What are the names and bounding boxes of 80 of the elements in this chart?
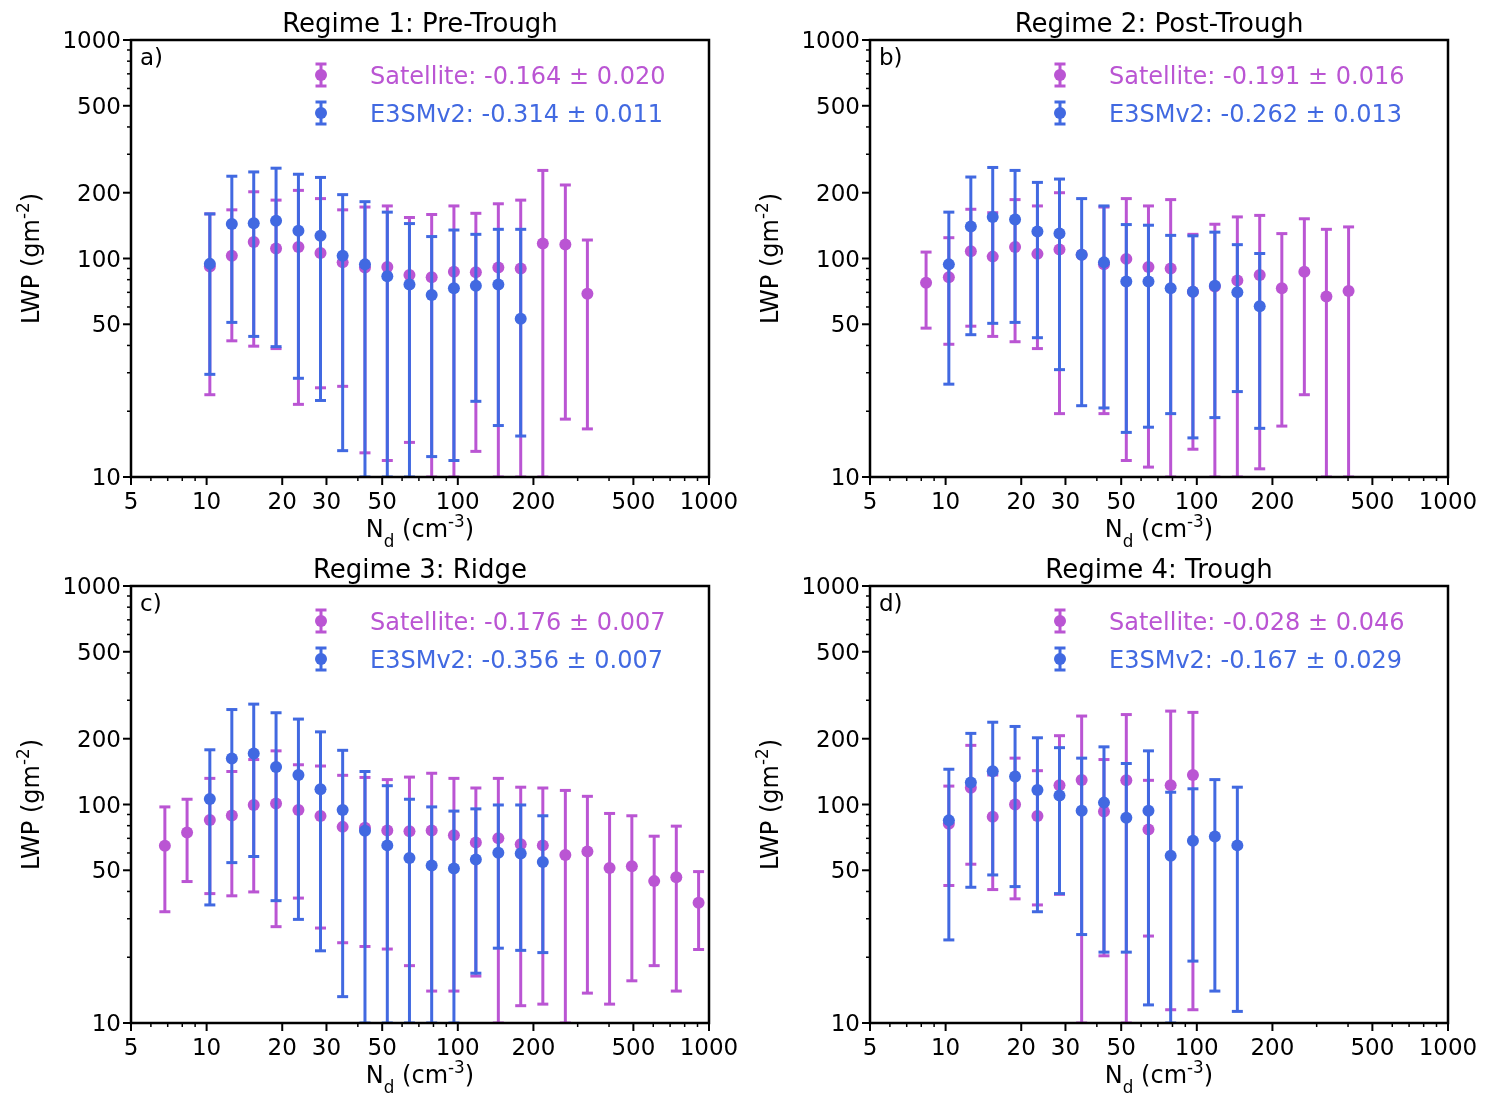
x-tick-label: 30 [311,488,342,514]
y-tick-label: 100 [816,791,860,818]
y-tick-label: 500 [816,92,860,119]
x-tick-label: 20 [1006,1034,1036,1060]
x-tick-label: 30 [1050,488,1081,514]
x-tick-label: 500 [611,488,656,514]
x-tick-label: 1000 [679,1034,739,1060]
legend-label: Satellite: -0.176 ± 0.007 [370,608,666,636]
legend-label: Satellite: -0.028 ± 0.046 [1109,608,1405,636]
annotation: c) [140,590,162,616]
y-tick-label: 10 [91,1010,121,1036]
y-tick-label: 50 [830,311,860,338]
chart-title: Regime 4: Trough [1045,554,1273,584]
x-tick-label: 20 [1006,488,1036,514]
x-axis-title: N$_{d}$ (cm$^{-3}$) [1104,511,1214,551]
legend-label: Satellite: -0.164 ± 0.020 [370,62,666,90]
y-tick-label: 200 [77,725,121,752]
x-tick-label: 30 [311,1034,342,1060]
x-tick-label: 500 [1350,1034,1395,1060]
legend-label: E3SMv2: -0.262 ± 0.013 [1109,100,1403,128]
chart-title: Regime 3: Ridge [312,554,528,584]
y-tick-label: 50 [830,857,860,884]
y-tick-label: 500 [77,92,121,119]
x-axis-title: N$_{d}$ (cm$^{-3}$) [1104,1057,1214,1097]
x-axis-title: N$_{d}$ (cm$^{-3}$) [365,1057,475,1097]
y-tick-label: 100 [77,245,121,272]
y-tick-label: 100 [816,245,860,272]
x-tick-label: 10 [191,1034,222,1060]
x-tick-label: 1000 [679,488,739,514]
x-tick-label: 5 [862,1034,878,1060]
y-tick-label: 100 [77,791,121,818]
x-tick-label: 50 [1106,488,1136,514]
x-tick-label: 500 [1350,488,1395,514]
chart-title: Regime 2: Post-Trough [1014,8,1304,38]
x-tick-label: 100 [1174,1034,1219,1060]
annotation: d) [879,590,903,616]
y-tick-label: 1000 [62,27,121,53]
x-tick-label: 20 [267,488,297,514]
y-tick-label: 50 [91,311,121,338]
x-tick-label: 10 [930,1034,961,1060]
legend-label: E3SMv2: -0.167 ± 0.029 [1109,646,1403,674]
x-tick-label: 200 [511,488,556,514]
legend-label: E3SMv2: -0.314 ± 0.011 [370,100,664,128]
y-tick-label: 500 [816,638,860,665]
y-tick-label: 10 [830,1010,860,1036]
y-tick-label: 200 [816,179,860,206]
y-tick-label: 1000 [62,573,121,599]
x-tick-label: 5 [123,1034,139,1060]
x-tick-label: 50 [367,1034,397,1060]
x-tick-label: 1000 [1418,1034,1478,1060]
y-tick-label: 1000 [801,27,860,53]
x-tick-label: 50 [367,488,397,514]
y-tick-label: 500 [77,638,121,665]
x-tick-label: 200 [511,1034,556,1060]
x-axis-title: N$_{d}$ (cm$^{-3}$) [365,511,475,551]
y-tick-label: 200 [816,725,860,752]
chart-title: Regime 1: Pre-Trough [282,8,558,38]
x-tick-label: 100 [1174,488,1219,514]
x-tick-label: 5 [123,488,139,514]
annotation: b) [879,44,903,70]
y-tick-label: 10 [91,464,121,490]
x-tick-label: 50 [1106,1034,1136,1060]
x-tick-label: 5 [862,488,878,514]
x-tick-label: 10 [930,488,961,514]
x-tick-label: 1000 [1418,488,1478,514]
x-tick-label: 200 [1250,488,1295,514]
y-tick-label: 10 [830,464,860,490]
x-tick-label: 500 [611,1034,656,1060]
legend-label: Satellite: -0.191 ± 0.016 [1109,62,1405,90]
x-tick-label: 200 [1250,1034,1295,1060]
legend-label: E3SMv2: -0.356 ± 0.007 [370,646,664,674]
x-tick-label: 30 [1050,1034,1081,1060]
y-tick-label: 200 [77,179,121,206]
x-tick-label: 20 [267,1034,297,1060]
x-tick-label: 100 [435,1034,480,1060]
y-tick-label: 1000 [801,573,860,599]
x-tick-label: 10 [191,488,222,514]
y-tick-label: 50 [91,857,121,884]
x-tick-label: 100 [435,488,480,514]
annotation: a) [140,44,164,70]
